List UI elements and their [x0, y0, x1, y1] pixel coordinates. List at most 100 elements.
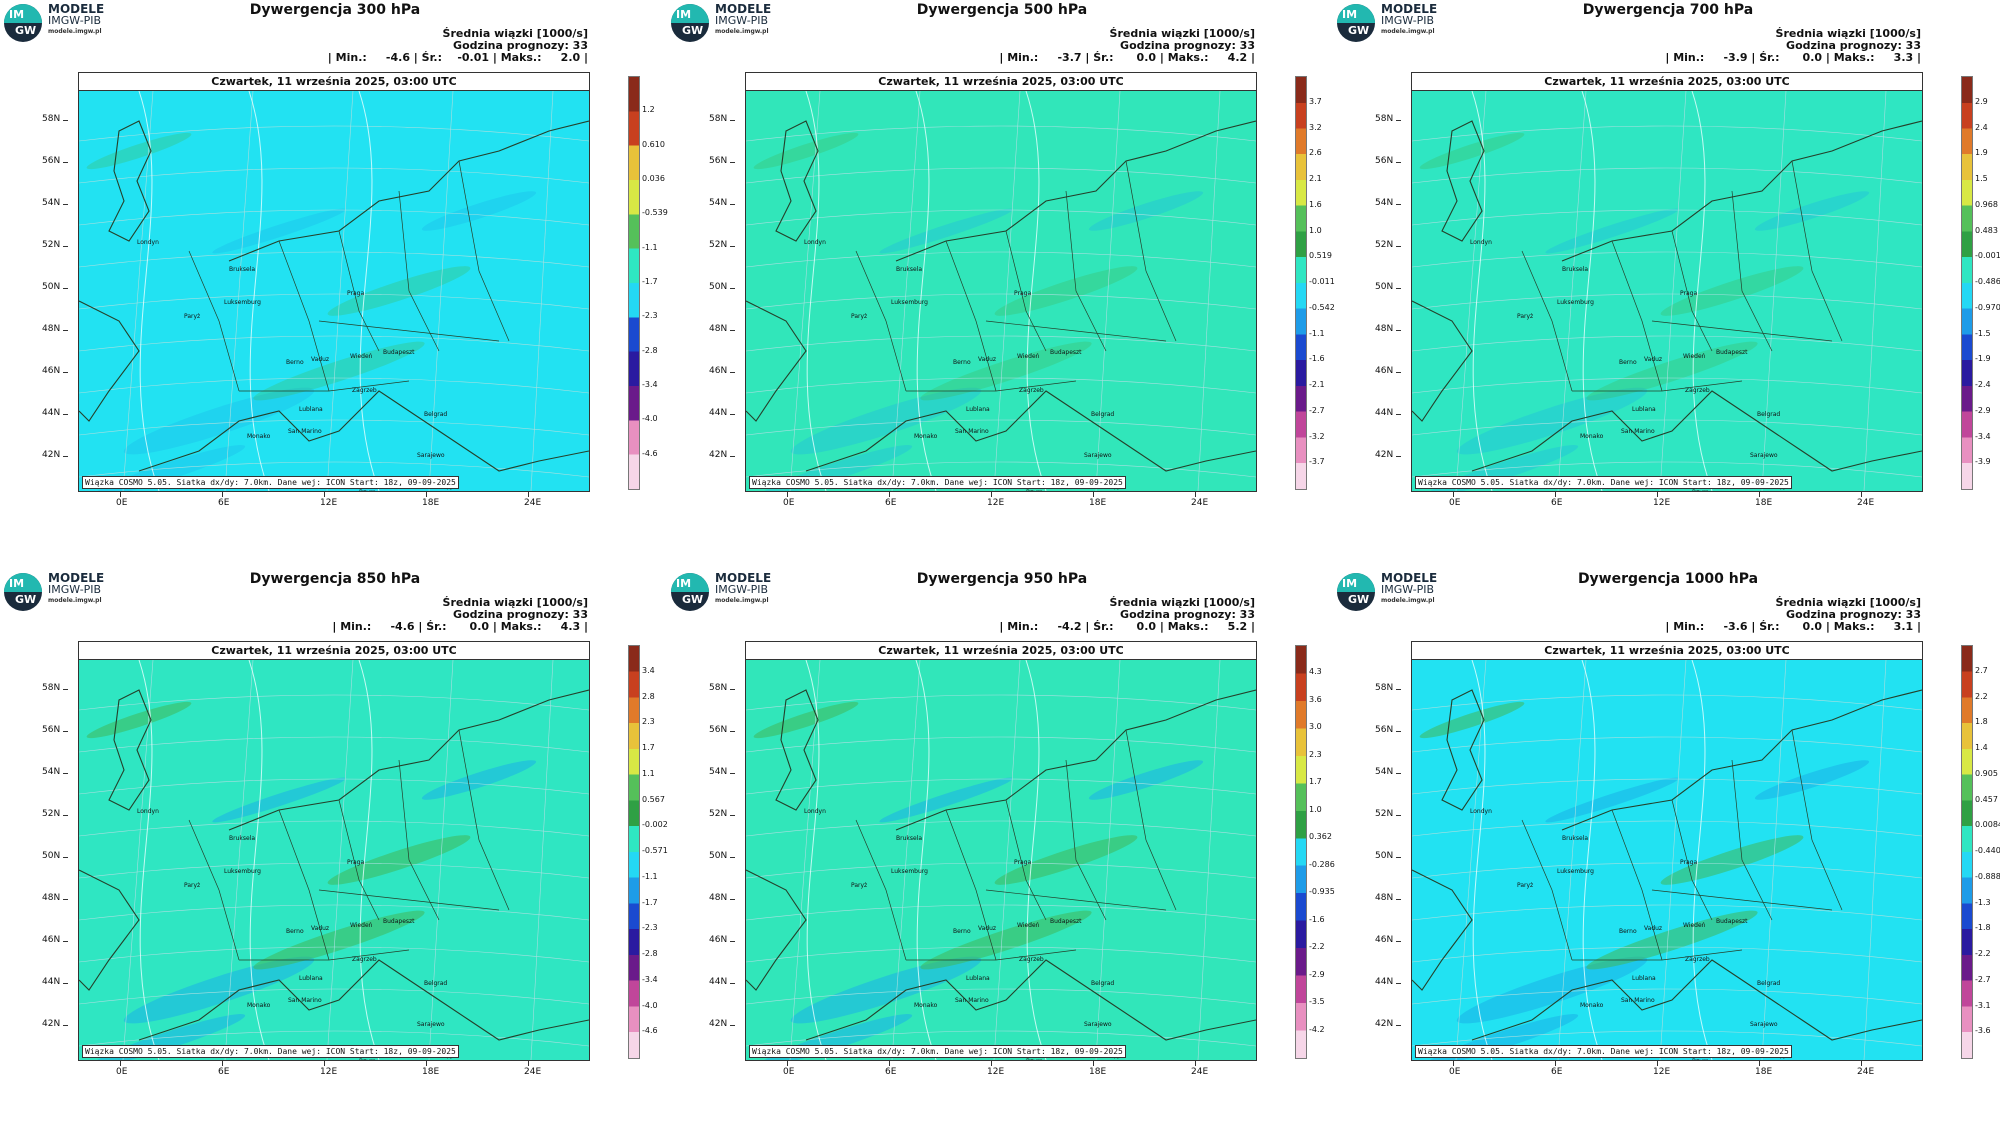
city-label: Vaduz: [1644, 356, 1663, 363]
divergence-map: Londyn Bruksela Paryż Luksemburg Praga Berno V…: [79, 660, 589, 1060]
logo-badge-top: IM: [9, 577, 25, 590]
latitude-label: 44N: [42, 977, 69, 987]
city-label: Lublana: [299, 406, 323, 413]
longitude-label: 24E: [524, 492, 542, 508]
latitude-label: 46N: [709, 366, 736, 376]
logo-line3: modele.imgw.pl: [48, 597, 102, 604]
latitude-label: 42N: [42, 1019, 69, 1029]
city-label: Paryż: [184, 882, 201, 889]
longitude-label: 24E: [1857, 1061, 1875, 1077]
logo-badge-top: IM: [1342, 8, 1358, 21]
colorbar-tick-label: 2.2: [1975, 691, 1988, 701]
latitude-label: 42N: [709, 1019, 736, 1029]
divergence-map: Londyn Bruksela Paryż Luksemburg Praga Berno V…: [1412, 91, 1922, 491]
logo-line2: IMGW-PIB: [1381, 583, 1435, 596]
valid-date: Czwartek, 11 września 2025, 03:00 UTC: [1412, 73, 1922, 91]
panel-info: Średnia wiązki [1000/s] Godzina prognozy:…: [328, 28, 588, 64]
logo-line2: IMGW-PIB: [48, 583, 102, 596]
valid-date: Czwartek, 11 września 2025, 03:00 UTC: [1412, 642, 1922, 660]
city-label: Paryż: [1517, 882, 1534, 889]
city-label: Paryż: [184, 313, 201, 320]
logo-line2: IMGW-PIB: [715, 14, 769, 27]
latitude-label: 52N: [42, 809, 69, 819]
colorbar-tick-label: -2.4: [1975, 380, 1991, 389]
colorbar-tick-label: 0.0084: [1975, 820, 2000, 830]
colorbar: [628, 645, 640, 1059]
colorbar-tick-label: 0.036: [642, 174, 665, 183]
colorbar-tick-label: -2.9: [1975, 405, 1991, 415]
ensemble-mean-label: Średnia wiązki [1000/s]: [442, 596, 588, 609]
panel-title: Dywergencja 500 hPa: [916, 2, 1088, 18]
colorbar-tick-label: 2.1: [1309, 174, 1322, 183]
colorbar-tick-label: 1.6: [1309, 199, 1322, 209]
colorbar-tick-label: 3.2: [1309, 122, 1322, 132]
colorbar-tick-label: -1.3: [1975, 897, 1991, 907]
city-label: Vaduz: [311, 925, 330, 932]
latitude-label: 58N: [42, 114, 69, 124]
city-label: Londyn: [137, 239, 159, 246]
city-label: Zagrzeb: [1019, 956, 1044, 963]
latitude-label: 52N: [709, 240, 736, 250]
panel-info: Średnia wiązki [1000/s] Godzina prognozy:…: [1665, 28, 1921, 64]
latitude-label: 56N: [42, 725, 69, 735]
colorbar-tick-label: -2.3: [642, 311, 658, 321]
forecast-hour: Godzina prognozy: 33: [453, 608, 588, 621]
city-label: San Marino: [288, 997, 322, 1004]
min-mean-max-stats: | Min.: -4.6 | Śr.: -0.01 | Maks.: 2.0 |: [327, 51, 588, 64]
logo-line1: MODELE: [1381, 2, 1438, 16]
colorbar-tick-label: 2.4: [1975, 122, 1988, 132]
imgw-logo: IM GW MODELE IMGW-PIB modele.imgw.pl: [1337, 2, 1457, 42]
colorbar-tick-label: -4.0: [642, 1000, 658, 1010]
colorbar-tick-label: 0.968: [1975, 199, 1998, 209]
latitude-label: 56N: [42, 156, 69, 166]
logo-line2: IMGW-PIB: [48, 14, 102, 27]
forecast-panel: IM GW MODELE IMGW-PIB modele.imgw.pl Dywergen…: [667, 0, 1335, 560]
city-label: Sarajewo: [1750, 1021, 1778, 1028]
city-label: Lublana: [966, 406, 990, 413]
longitude-label: 12E: [1653, 1061, 1671, 1077]
panel-title: Dywergencja 700 hPa: [1582, 2, 1754, 18]
latitude-label: 48N: [709, 893, 736, 903]
colorbar-tick-label: 2.8: [642, 691, 655, 701]
colorbar-tick-label: 0.610: [642, 139, 665, 149]
logo-badge-bottom: GW: [682, 24, 704, 37]
latitude-label: 52N: [42, 240, 69, 250]
longitude-label: 12E: [987, 492, 1005, 508]
imgw-logo: IM GW MODELE IMGW-PIB modele.imgw.pl: [671, 2, 791, 42]
city-label: Wiedeń: [350, 353, 373, 360]
city-label: Berno: [1619, 359, 1637, 366]
colorbar-tick-label: -4.6: [642, 448, 658, 458]
colorbar-tick-label: -0.970: [1975, 302, 2000, 312]
logo-text: MODELE IMGW-PIB modele.imgw.pl: [1381, 2, 1438, 37]
latitude-label: 50N: [709, 851, 736, 861]
latitude-label: 42N: [1375, 1019, 1402, 1029]
valid-date: Czwartek, 11 września 2025, 03:00 UTC: [79, 73, 589, 91]
city-label: San Marino: [288, 428, 322, 435]
panel-title: Dywergencja 950 hPa: [916, 571, 1088, 587]
city-label: Belgrad: [424, 411, 448, 418]
city-label: Zagrzeb: [1685, 387, 1710, 394]
logo-line2: IMGW-PIB: [1381, 14, 1435, 27]
city-label: Rzym: [1026, 1058, 1043, 1060]
colorbar-tick-label: -3.7: [1309, 457, 1325, 467]
city-label: Paryż: [851, 313, 868, 320]
city-label: San Marino: [955, 428, 989, 435]
colorbar-tick-label: 2.3: [642, 717, 655, 727]
longitude-label: 6E: [1551, 492, 1563, 508]
latitude-label: 48N: [1375, 893, 1402, 903]
panel-title: Dywergencja 300 hPa: [249, 2, 421, 18]
forecast-hour: Godzina prognozy: 33: [1786, 608, 1921, 621]
latitude-label: 58N: [709, 683, 736, 693]
colorbar: [1961, 76, 1973, 490]
map-frame: Czwartek, 11 września 2025, 03:00 UTC Lon…: [1411, 72, 1923, 492]
city-label: Budapeszt: [1050, 918, 1082, 925]
city-label: Rzym: [359, 489, 376, 491]
divergence-map: Londyn Bruksela Paryż Luksemburg Praga Berno V…: [1412, 660, 1922, 1060]
colorbar-tick-label: 1.9: [1975, 148, 1988, 158]
city-label: Wiedeń: [1017, 353, 1040, 360]
city-label: Belgrad: [1091, 411, 1115, 418]
city-label: Lublana: [966, 975, 990, 982]
colorbar-tick-label: -3.2: [1309, 431, 1325, 441]
min-mean-max-stats: | Min.: -3.7 | Śr.: 0.0 | Maks.: 4.2 |: [999, 51, 1255, 64]
logo-badge-icon: IM GW: [1337, 4, 1375, 42]
